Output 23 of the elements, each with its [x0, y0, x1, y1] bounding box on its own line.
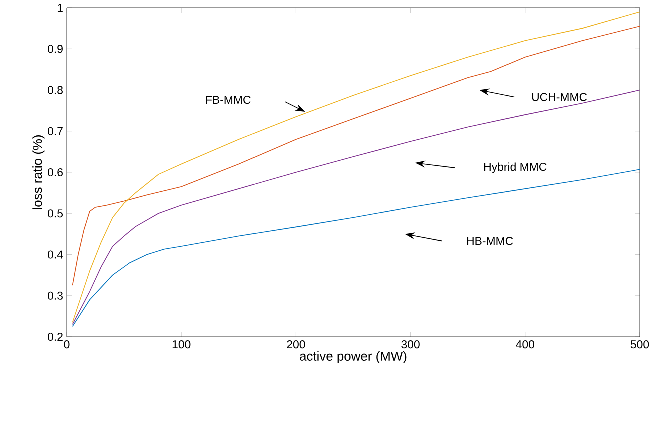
x-tick-label: 0	[64, 340, 70, 349]
y-tick-label: 0.7	[48, 127, 63, 136]
y-tick-label: 0.4	[48, 250, 64, 259]
line-series	[72, 12, 640, 324]
x-tick-label: 400	[516, 340, 535, 349]
line-series	[72, 26, 640, 286]
y-axis-title: loss ratio (%)	[32, 136, 45, 210]
y-tick-label: 0.3	[48, 292, 63, 300]
x-tick-label: 300	[402, 340, 420, 349]
annotation: FB-MMC	[206, 96, 251, 104]
y-tick-label: 0.5	[48, 210, 63, 218]
annotation: Hybrid MMC	[484, 162, 547, 174]
x-tick-label: 200	[287, 340, 306, 349]
y-tick-label: 0.2	[48, 332, 63, 342]
annotation: HB-MMC	[467, 237, 514, 246]
y-tick-label: 0.8	[48, 86, 63, 94]
x-axis-title: active power (MW)	[300, 351, 407, 364]
y-tick-label: 0.9	[48, 45, 63, 54]
y-tick-label: 0.6	[48, 168, 63, 177]
y-tick-label: 1	[58, 4, 63, 12]
annotation: UCH-MMC	[532, 93, 588, 102]
x-tick-label: 500	[630, 340, 650, 349]
x-tick-label: 100	[172, 340, 191, 349]
